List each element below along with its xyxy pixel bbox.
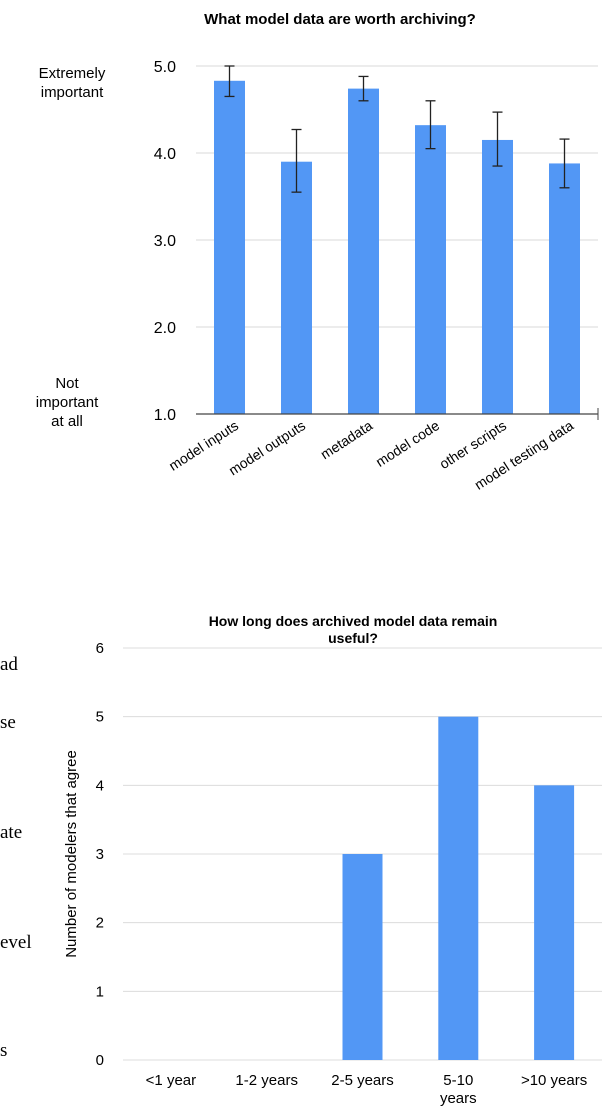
x-tick-label: 1-2 years xyxy=(235,1072,298,1089)
y-tick-label: 2.0 xyxy=(154,320,176,337)
bar-model-testing-data xyxy=(549,163,580,414)
y-tick-label: 5.0 xyxy=(154,59,176,76)
bar-model-inputs xyxy=(214,80,245,414)
y-label-bottom-line3: at all xyxy=(51,413,83,430)
bar-5-10-years xyxy=(438,716,479,1060)
bar-model-outputs xyxy=(281,161,312,414)
y-label-bottom-line2: important xyxy=(36,394,99,411)
background-text-3: ate xyxy=(0,822,23,843)
background-text-2: se xyxy=(0,712,16,733)
chart-title-line2: useful? xyxy=(328,630,378,646)
background-text-5: s xyxy=(0,1040,8,1061)
bar-other-scripts xyxy=(482,139,513,414)
bar-metadata xyxy=(348,88,379,415)
x-tick-label: 5-10 xyxy=(443,1072,473,1089)
bar--10-years xyxy=(534,785,575,1060)
y-tick-label: 5 xyxy=(96,709,104,726)
y-tick-label: 1.0 xyxy=(154,407,176,424)
bar-model-code xyxy=(415,125,446,414)
background-text-4: evel xyxy=(0,932,32,953)
y-tick-label: 4.0 xyxy=(154,146,176,163)
chart-title-line1: How long does archived model data remain xyxy=(209,613,498,629)
chart-background xyxy=(60,608,607,1118)
bar-2-5-years xyxy=(342,854,383,1060)
background-text-1: ad xyxy=(0,654,18,675)
y-label-top-line2: important xyxy=(41,84,104,101)
y-tick-label: 2 xyxy=(96,915,104,932)
y-tick-label: 4 xyxy=(96,777,104,794)
x-tick-label: 2-5 years xyxy=(331,1072,394,1089)
y-tick-label: 6 xyxy=(96,640,104,657)
y-label-bottom-line1: Not xyxy=(55,375,79,392)
y-tick-label: 0 xyxy=(96,1052,104,1069)
x-tick-label-line2: years xyxy=(440,1090,477,1107)
y-tick-label: 3 xyxy=(96,846,104,863)
y-label-top-line1: Extremely xyxy=(39,65,106,82)
x-tick-label: <1 year xyxy=(146,1072,196,1089)
y-tick-label: 1 xyxy=(96,983,104,1000)
x-tick-label: >10 years xyxy=(521,1072,587,1089)
chart-title: What model data are worth archiving? xyxy=(204,11,476,28)
y-tick-label: 3.0 xyxy=(154,233,176,250)
y-axis-title: Number of modelers that agree xyxy=(63,750,80,958)
